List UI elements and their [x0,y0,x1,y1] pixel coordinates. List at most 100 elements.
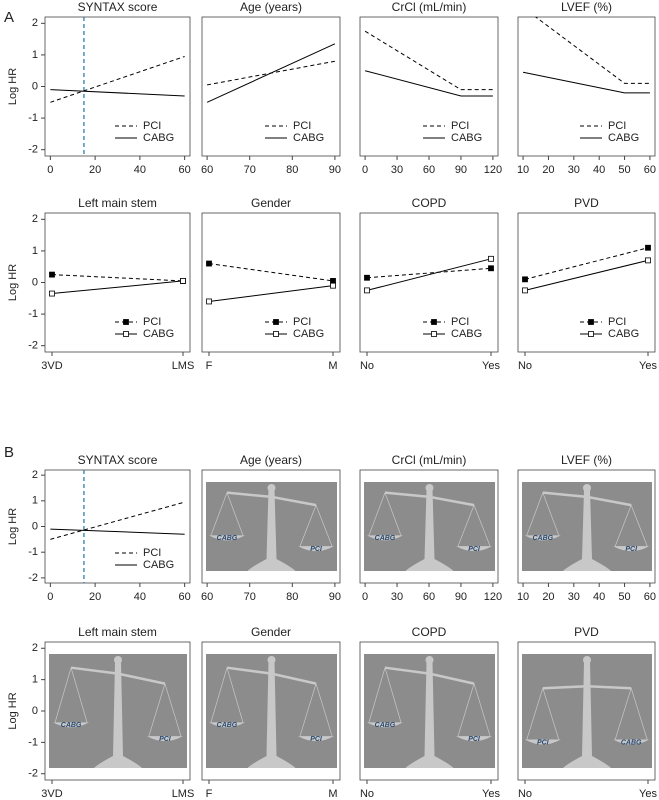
y-tick-label: -2 [28,340,38,352]
x-tick-label: 30 [391,164,403,176]
point [364,274,370,281]
panel-label: B [4,444,14,461]
legend-marker [588,319,594,325]
legend-marker [431,331,437,337]
x-tick-label: 0 [362,591,368,603]
legend-label: CABG [451,328,482,340]
panel-title: COPD [412,196,447,210]
x-tick-label: 10 [517,591,529,603]
scale-pillar [247,490,296,571]
plot-frame [517,16,656,157]
pan-label: CABG [532,535,553,542]
x-tick-label: 60 [179,591,191,603]
x-tick-label: 10 [517,164,529,176]
panel-title: Left main stem [78,625,157,639]
pan-label: CABG [375,722,396,729]
x-tick-label: 0 [47,164,53,176]
scale-pillar [94,662,142,768]
plot-frame [201,641,341,781]
x-tick-label: Yes [482,360,500,372]
legend-marker [123,331,129,337]
pan-label: PCI [625,546,638,553]
pan-label: PCI [537,739,550,746]
y-tick-label: 1 [32,49,38,61]
scale-knob [425,484,434,492]
plot-frame [201,16,341,157]
legend-marker [273,331,279,337]
panel-title: COPD [412,625,447,639]
scale-knob [267,656,276,664]
x-tick-label: M [328,360,337,372]
x-tick-label: 70 [244,164,256,176]
y-tick-label: 2 [32,213,38,225]
scale-pan [366,535,403,541]
panel-title: Gender [251,625,291,639]
legend-label: CABG [451,132,482,144]
y-tick-label: 0 [32,80,38,92]
scale-beam [384,491,475,507]
y-tick-label: 0 [32,705,38,717]
series-line [50,89,185,97]
pan-label: CABG [217,722,238,729]
series-line [522,71,650,94]
x-tick-label: 30 [568,591,580,603]
x-tick-label: 0 [47,591,53,603]
scale-strings [457,505,491,547]
scale-pillar [563,662,611,768]
point [522,276,528,283]
scale-knob [425,656,434,664]
scale-strings [148,683,182,737]
legend-label: CABG [608,328,639,340]
x-tick-label: 30 [568,164,580,176]
x-tick-label: 60 [201,591,213,603]
scale-pillar [247,662,296,768]
scale-pillar [405,490,454,571]
legend-label: PCI [451,120,469,132]
scale-pan [613,546,650,552]
legend-label: CABG [143,328,174,340]
x-tick-label: F [206,360,213,372]
scale-strings [299,505,333,547]
x-tick-label: No [360,788,374,800]
scale-pan [456,736,493,742]
y-tick-label: 1 [32,245,38,257]
y-tick-label: 1 [32,495,38,507]
scale-beam [542,684,632,690]
x-tick-label: 20 [542,164,554,176]
pan-label: CABG [217,535,238,542]
pan-label: CABG [61,722,82,729]
series-line [524,259,649,291]
series-line [524,247,649,280]
series-line [206,43,336,103]
x-tick-label: M [328,788,337,800]
series-line [208,285,334,302]
panel-title: LVEF (%) [561,453,612,467]
y-tick-label: -1 [28,736,38,748]
x-tick-label: 60 [644,591,656,603]
x-tick-label: 50 [618,591,630,603]
x-tick-label: 0 [362,164,368,176]
scale-pan [524,739,561,745]
scale-pillar [563,490,611,571]
x-tick-label: 60 [423,164,435,176]
point [488,255,494,262]
scale-strings [614,688,648,740]
scale-pan [613,739,650,745]
legend-label: PCI [143,547,161,559]
scale-strings [54,667,88,723]
scale-knob [583,656,591,664]
point [206,260,212,267]
legend-label: PCI [143,316,161,328]
y-tick-label: 1 [32,674,38,686]
plot-frame [517,469,656,584]
scale-strings [368,667,402,723]
scale-knob [114,656,122,664]
y-axis-label: Log HR [7,264,19,301]
panel-title: Gender [251,196,291,210]
point [330,282,336,289]
x-tick-label: 90 [455,591,467,603]
y-tick-label: -2 [28,572,38,584]
y-tick-label: 0 [32,520,38,532]
series-line [364,30,493,91]
